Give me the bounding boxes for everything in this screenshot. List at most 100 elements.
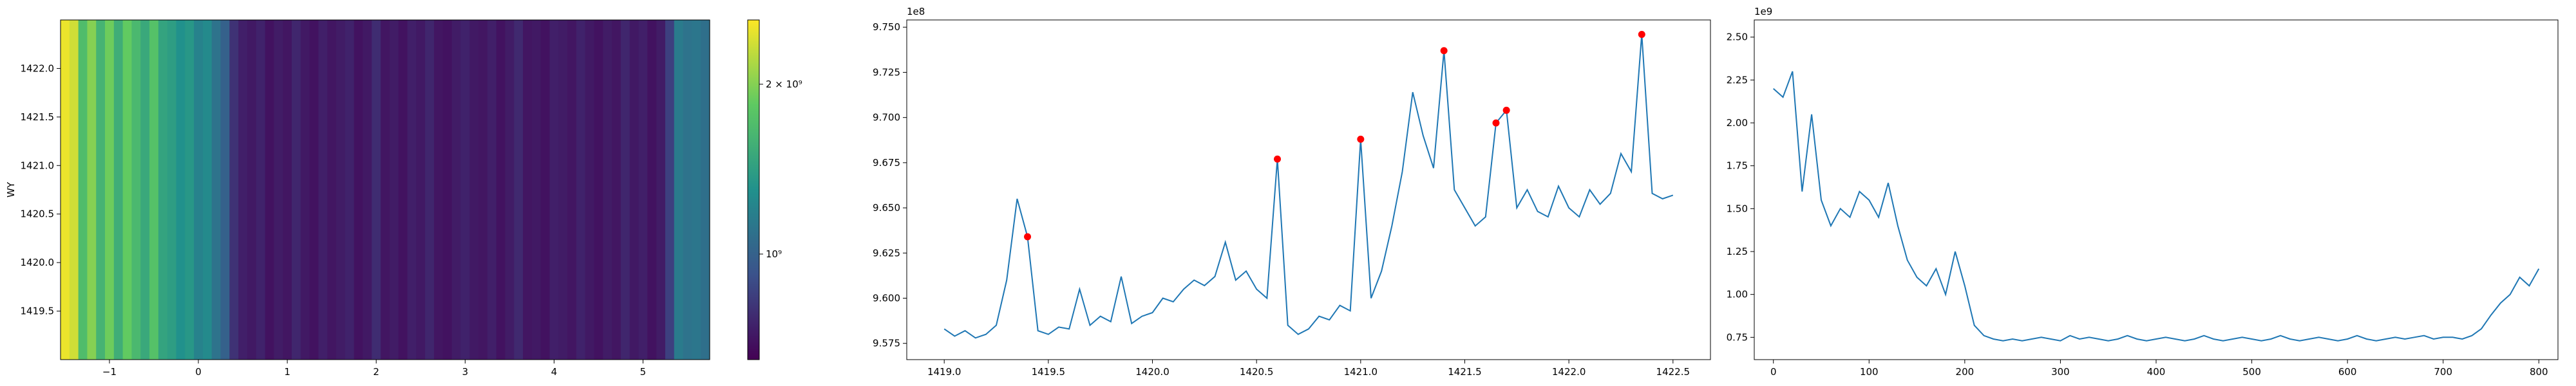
heatmap-cell (531, 20, 542, 360)
y-tick-label: 1419.5 (21, 306, 55, 317)
peak-marker (1274, 155, 1282, 163)
axes-frame (906, 19, 1711, 360)
heatmap-cell (381, 20, 390, 360)
x-tick-label: 700 (2434, 366, 2452, 378)
peak-marker (1440, 47, 1448, 55)
heatmap-cell (247, 20, 257, 360)
heatmap-cell (96, 20, 106, 360)
peak-marker (1492, 119, 1500, 127)
x-tick-label: 1421.5 (1448, 366, 1482, 378)
heatmap-cell (620, 20, 630, 360)
heatmap-cell (629, 20, 639, 360)
heatmap-cell (256, 20, 266, 360)
heatmap-cell (585, 20, 595, 360)
heatmap-cell (167, 20, 177, 360)
x-tick-label: 400 (2147, 366, 2166, 378)
heatmap-cell (487, 20, 497, 360)
colorbar-tick-label: 2 × 10⁹ (766, 78, 802, 90)
colorbar-tick-label: 10⁹ (766, 248, 782, 260)
heatmap-cell (398, 20, 408, 360)
heatmap-cell (185, 20, 194, 360)
x-tick-label: 1420.5 (1240, 366, 1274, 378)
heatmap-cell (292, 20, 301, 360)
y-tick-label: 9.675 (873, 157, 900, 169)
axes-frame (1754, 19, 2559, 360)
x-tick-label: 300 (2051, 366, 2070, 378)
y-tick-label: 9.725 (873, 66, 900, 78)
line (1773, 71, 2540, 342)
y-tick-label: 1421.5 (21, 111, 55, 123)
x-tick-label: −1 (102, 366, 117, 378)
heatmap-cell (87, 20, 97, 360)
heatmap-cell (416, 20, 426, 360)
y-tick-label: 1.25 (1727, 246, 1748, 257)
x-tick-label: 3 (462, 366, 469, 378)
y-tick-label: 2.25 (1727, 74, 1748, 86)
heatmap-cell (265, 20, 274, 360)
heatmap-cell (469, 20, 479, 360)
x-tick-label: 600 (2338, 366, 2357, 378)
heatmap-cell (122, 20, 133, 360)
x-tick-label: 1419.0 (927, 366, 961, 378)
y-tick-label: 1.00 (1727, 289, 1748, 300)
heatmap-cell (674, 20, 684, 360)
heatmap-cell (460, 20, 470, 360)
heatmap-cell (372, 20, 381, 360)
heatmap-cell (140, 20, 150, 360)
heatmap-cell (567, 20, 577, 360)
heatmap-cell (603, 20, 612, 360)
heatmap-cell (202, 20, 213, 360)
heatmap-cell (131, 20, 141, 360)
y-tick-label: 9.650 (873, 202, 900, 214)
x-tick-label: 0 (1770, 366, 1777, 378)
heatmap-cell (612, 20, 621, 360)
offset-text: 1e8 (907, 6, 925, 17)
x-tick-label: 1422.0 (1552, 366, 1586, 378)
heatmap-cell (211, 20, 222, 360)
y-tick-label: 1422.0 (21, 62, 55, 74)
colorbar (747, 19, 760, 360)
x-tick-label: 5 (640, 366, 647, 378)
y-tick-label: 9.600 (873, 293, 900, 304)
y-tick-label: 9.575 (873, 338, 900, 349)
heatmap-cell (549, 20, 559, 360)
x-tick-label: 1422.5 (1656, 366, 1690, 378)
peak-marker (1357, 135, 1365, 143)
heatmap-cell (194, 20, 204, 360)
x-tick-label: 2 (373, 366, 379, 378)
y-tick-label: 1.75 (1727, 160, 1748, 172)
heatmap-cell (692, 20, 701, 360)
heatmap-cell (354, 20, 364, 360)
heatmap-cell (149, 20, 159, 360)
heatmap-cell (238, 20, 248, 360)
x-tick-label: 1 (284, 366, 290, 378)
peak-marker (1502, 106, 1510, 114)
heatmap-cell (558, 20, 568, 360)
y-tick-label: 1420.0 (21, 257, 55, 268)
x-tick-label: 500 (2242, 366, 2261, 378)
heatmap-cell (540, 20, 551, 360)
axes-frame (60, 19, 710, 360)
heatmap-cell (514, 20, 524, 360)
heatmap-cell (345, 20, 355, 360)
heatmap-cell (683, 20, 692, 360)
heatmap-cell (158, 20, 168, 360)
y-tick-label: 1420.5 (21, 208, 55, 220)
y-tick-label: 1.50 (1727, 203, 1748, 214)
x-tick-label: 100 (1860, 366, 1879, 378)
y-tick-label: 0.75 (1727, 331, 1748, 343)
heatmap-cell (69, 20, 79, 360)
x-tick-label: 4 (551, 366, 558, 378)
heatmap-cell (442, 20, 453, 360)
heatmap-cell (105, 20, 115, 360)
heatmap-cell (594, 20, 603, 360)
line (943, 34, 1674, 339)
heatmap-cell (78, 20, 88, 360)
x-tick-label: 800 (2530, 366, 2548, 378)
x-tick-label: 200 (1956, 366, 1975, 378)
offset-text: 1e9 (1754, 6, 1772, 17)
heatmap-cell (656, 20, 666, 360)
heatmap-cell (647, 20, 657, 360)
x-tick-label: 1419.5 (1032, 366, 1066, 378)
